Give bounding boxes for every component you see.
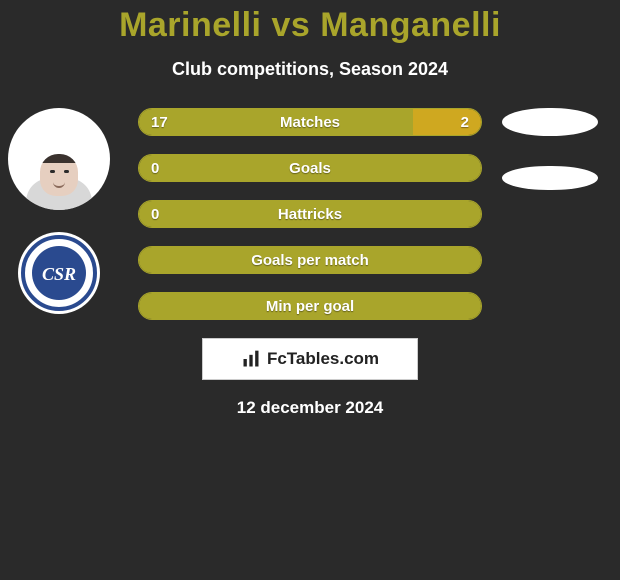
stat-label: Goals <box>139 155 481 181</box>
club-monogram: CSR <box>42 265 76 283</box>
comparison-bars: 172Matches 0Goals 0Hattricks Goals per matc… <box>138 108 482 320</box>
page-subtitle: Club competitions, Season 2024 <box>0 59 620 80</box>
avatar-graphic <box>8 108 110 210</box>
date-label: 12 december 2024 <box>0 398 620 418</box>
stat-bar: 172Matches <box>138 108 482 136</box>
bar-chart-icon <box>241 349 261 369</box>
stat-bar: 0Hattricks <box>138 200 482 228</box>
right-player-column <box>494 108 606 190</box>
content-area: CSR 172Matches 0Goals 0Hattricks Goals per … <box>0 108 620 418</box>
placeholder-pill-icon <box>502 166 598 190</box>
stat-bar: Min per goal <box>138 292 482 320</box>
player-avatar <box>8 108 110 210</box>
club-badge: CSR <box>18 232 100 314</box>
infographic-root: Marinelli vs Manganelli Club competition… <box>0 0 620 418</box>
page-title: Marinelli vs Manganelli <box>0 6 620 45</box>
placeholder-pill-icon <box>502 108 598 136</box>
watermark-text: FcTables.com <box>267 349 379 369</box>
stat-label: Goals per match <box>139 247 481 273</box>
stat-label: Hattricks <box>139 201 481 227</box>
left-player-column: CSR <box>8 108 123 314</box>
stat-label: Matches <box>139 109 481 135</box>
stat-bar: Goals per match <box>138 246 482 274</box>
stat-bar: 0Goals <box>138 154 482 182</box>
watermark-box: FcTables.com <box>202 338 418 380</box>
stat-label: Min per goal <box>139 293 481 319</box>
